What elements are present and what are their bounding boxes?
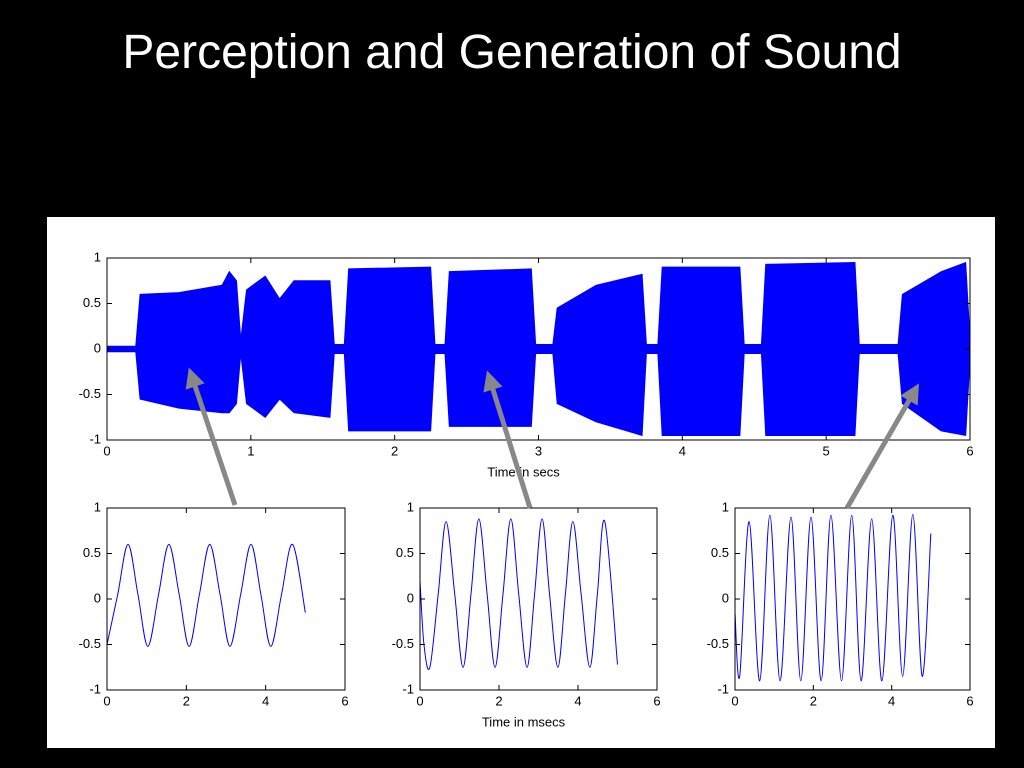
y-tick-label: 1 [407, 499, 414, 514]
y-tick-label: 0 [94, 590, 101, 605]
x-tick-label: 4 [679, 443, 686, 458]
y-tick-label: 0 [407, 590, 414, 605]
x-tick-label: 2 [391, 443, 398, 458]
x-tick-label: 3 [535, 443, 542, 458]
x-tick-label: 0 [103, 693, 110, 708]
waveform-line [106, 543, 306, 647]
y-tick-label: 0.5 [83, 295, 101, 310]
x-tick-label: 0 [103, 443, 110, 458]
y-tick-label: 0 [94, 340, 101, 355]
y-tick-label: -0.5 [79, 386, 101, 401]
waveform-line [419, 518, 618, 670]
y-tick-label: -0.5 [392, 636, 414, 651]
waveform-area [106, 261, 971, 350]
slide-title: Perception and Generation of Sound [122, 26, 902, 79]
y-tick-label: 0.5 [83, 545, 101, 560]
y-tick-label: 0 [722, 590, 729, 605]
y-tick-label: -1 [89, 431, 101, 446]
y-tick-label: -1 [402, 681, 414, 696]
x-tick-label: 4 [262, 693, 269, 708]
y-tick-label: -0.5 [79, 636, 101, 651]
x-tick-label: 0 [416, 693, 423, 708]
y-tick-label: 1 [94, 249, 101, 264]
x-axis-label: Time in secs [487, 464, 560, 479]
x-tick-label: 6 [653, 693, 660, 708]
x-tick-label: 1 [247, 443, 254, 458]
y-tick-label: 0.5 [711, 545, 729, 560]
y-tick-label: -1 [89, 681, 101, 696]
x-tick-label: 5 [823, 443, 830, 458]
x-tick-label: 2 [495, 693, 502, 708]
x-tick-label: 6 [341, 693, 348, 708]
x-tick-label: 0 [731, 693, 738, 708]
waveform-line [734, 513, 932, 682]
x-tick-label: 2 [810, 693, 817, 708]
y-tick-label: 1 [722, 499, 729, 514]
y-tick-label: -1 [717, 681, 729, 696]
x-tick-label: 6 [966, 443, 973, 458]
y-tick-label: 0.5 [396, 545, 414, 560]
x-tick-label: 6 [966, 693, 973, 708]
x-axis-label: Time in msecs [482, 714, 566, 729]
x-tick-label: 4 [888, 693, 895, 708]
x-tick-label: 4 [574, 693, 581, 708]
x-tick-label: 2 [183, 693, 190, 708]
y-tick-label: 1 [94, 499, 101, 514]
y-tick-label: -0.5 [707, 636, 729, 651]
